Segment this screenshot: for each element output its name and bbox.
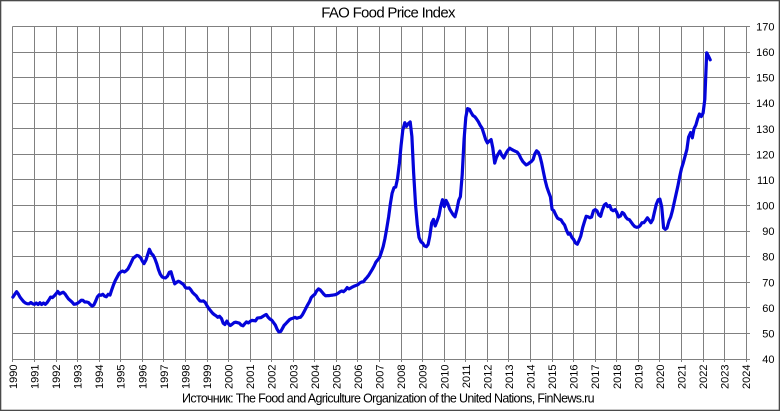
svg-text:2014: 2014 <box>526 365 538 389</box>
svg-text:2020: 2020 <box>655 365 667 389</box>
svg-text:1994: 1994 <box>94 365 106 389</box>
svg-text:2006: 2006 <box>353 365 365 389</box>
svg-text:1998: 1998 <box>180 365 192 389</box>
svg-text:170: 170 <box>756 22 774 34</box>
svg-text:2024: 2024 <box>741 365 753 389</box>
svg-text:2003: 2003 <box>288 365 300 389</box>
svg-text:50: 50 <box>762 328 774 340</box>
svg-text:1995: 1995 <box>116 365 128 389</box>
svg-text:2013: 2013 <box>504 365 516 389</box>
svg-text:40: 40 <box>762 354 774 366</box>
svg-text:1999: 1999 <box>202 365 214 389</box>
svg-text:2022: 2022 <box>698 365 710 389</box>
svg-text:1997: 1997 <box>159 365 171 389</box>
svg-text:2021: 2021 <box>677 365 689 389</box>
svg-text:110: 110 <box>757 175 775 187</box>
svg-text:60: 60 <box>762 303 774 315</box>
svg-text:1990: 1990 <box>8 365 20 389</box>
svg-text:1992: 1992 <box>51 365 63 389</box>
svg-text:90: 90 <box>762 226 774 238</box>
svg-text:80: 80 <box>762 252 774 264</box>
svg-text:2002: 2002 <box>267 365 279 389</box>
svg-text:2008: 2008 <box>396 365 408 389</box>
svg-text:2005: 2005 <box>331 365 343 389</box>
svg-text:120: 120 <box>756 149 774 161</box>
svg-text:2016: 2016 <box>569 365 581 389</box>
svg-text:1996: 1996 <box>137 365 149 389</box>
svg-text:2007: 2007 <box>375 365 387 389</box>
svg-text:2011: 2011 <box>461 365 473 389</box>
svg-text:2023: 2023 <box>720 365 732 389</box>
svg-text:2001: 2001 <box>245 365 257 389</box>
svg-text:2000: 2000 <box>224 365 236 389</box>
svg-text:2009: 2009 <box>418 365 430 389</box>
svg-text:100: 100 <box>756 201 774 213</box>
svg-text:130: 130 <box>756 124 774 136</box>
svg-text:2015: 2015 <box>547 365 559 389</box>
svg-text:2019: 2019 <box>633 365 645 389</box>
svg-text:2018: 2018 <box>612 365 624 389</box>
svg-text:FAO Food Price Index: FAO Food Price Index <box>321 5 456 22</box>
svg-text:2010: 2010 <box>439 365 451 389</box>
svg-text:150: 150 <box>756 73 774 85</box>
svg-text:Источник: The Food and Agricul: Источник: The Food and Agriculture Organ… <box>182 392 595 406</box>
svg-text:2004: 2004 <box>310 365 322 389</box>
svg-text:2017: 2017 <box>590 365 602 389</box>
svg-text:1991: 1991 <box>30 365 42 389</box>
svg-text:160: 160 <box>756 47 774 59</box>
svg-text:2012: 2012 <box>482 365 494 389</box>
svg-text:1993: 1993 <box>73 365 85 389</box>
svg-text:140: 140 <box>756 98 774 110</box>
svg-text:70: 70 <box>762 277 774 289</box>
